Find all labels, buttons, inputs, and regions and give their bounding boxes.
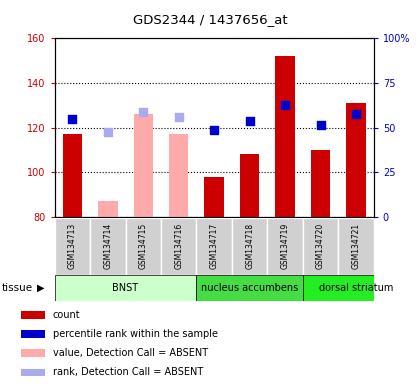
Bar xyxy=(21,330,45,338)
Text: GDS2344 / 1437656_at: GDS2344 / 1437656_at xyxy=(133,13,287,26)
Point xyxy=(140,109,147,115)
Bar xyxy=(205,177,224,217)
Bar xyxy=(197,275,303,301)
Bar xyxy=(21,349,45,357)
Text: GSM134715: GSM134715 xyxy=(139,223,148,269)
Text: value, Detection Call = ABSENT: value, Detection Call = ABSENT xyxy=(53,348,208,358)
Text: tissue: tissue xyxy=(2,283,33,293)
Point xyxy=(69,116,76,122)
Text: GSM134713: GSM134713 xyxy=(68,223,77,269)
Bar xyxy=(134,114,153,217)
Bar xyxy=(63,134,82,217)
Text: dorsal striatum: dorsal striatum xyxy=(319,283,393,293)
Bar xyxy=(240,154,260,217)
Point xyxy=(353,111,360,118)
Bar xyxy=(161,218,197,275)
Bar xyxy=(169,134,189,217)
Point xyxy=(105,129,111,135)
Bar xyxy=(303,218,339,275)
Text: nucleus accumbens: nucleus accumbens xyxy=(201,283,298,293)
Bar xyxy=(268,218,303,275)
Bar xyxy=(21,311,45,319)
Point xyxy=(282,102,289,108)
Bar xyxy=(55,218,90,275)
Text: GSM134719: GSM134719 xyxy=(281,223,290,269)
Point xyxy=(176,113,182,119)
Bar xyxy=(90,218,126,275)
Bar xyxy=(98,201,118,217)
Text: BNST: BNST xyxy=(113,283,139,293)
Point xyxy=(211,127,218,133)
Bar xyxy=(303,275,409,301)
Text: GSM134717: GSM134717 xyxy=(210,223,219,269)
Text: GSM134720: GSM134720 xyxy=(316,223,325,269)
Bar xyxy=(21,369,45,376)
Text: ▶: ▶ xyxy=(37,283,44,293)
Text: rank, Detection Call = ABSENT: rank, Detection Call = ABSENT xyxy=(53,367,203,377)
Point xyxy=(246,118,253,124)
Text: GSM134721: GSM134721 xyxy=(352,223,360,269)
Bar xyxy=(346,103,366,217)
Bar xyxy=(55,275,197,301)
Bar xyxy=(126,218,161,275)
Bar xyxy=(311,150,331,217)
Text: percentile rank within the sample: percentile rank within the sample xyxy=(53,329,218,339)
Bar xyxy=(197,218,232,275)
Bar xyxy=(232,218,268,275)
Text: GSM134718: GSM134718 xyxy=(245,223,254,269)
Bar xyxy=(339,218,374,275)
Text: GSM134714: GSM134714 xyxy=(103,223,112,269)
Text: GSM134716: GSM134716 xyxy=(174,223,183,269)
Text: count: count xyxy=(53,310,81,320)
Bar xyxy=(276,56,295,217)
Point xyxy=(317,122,324,129)
